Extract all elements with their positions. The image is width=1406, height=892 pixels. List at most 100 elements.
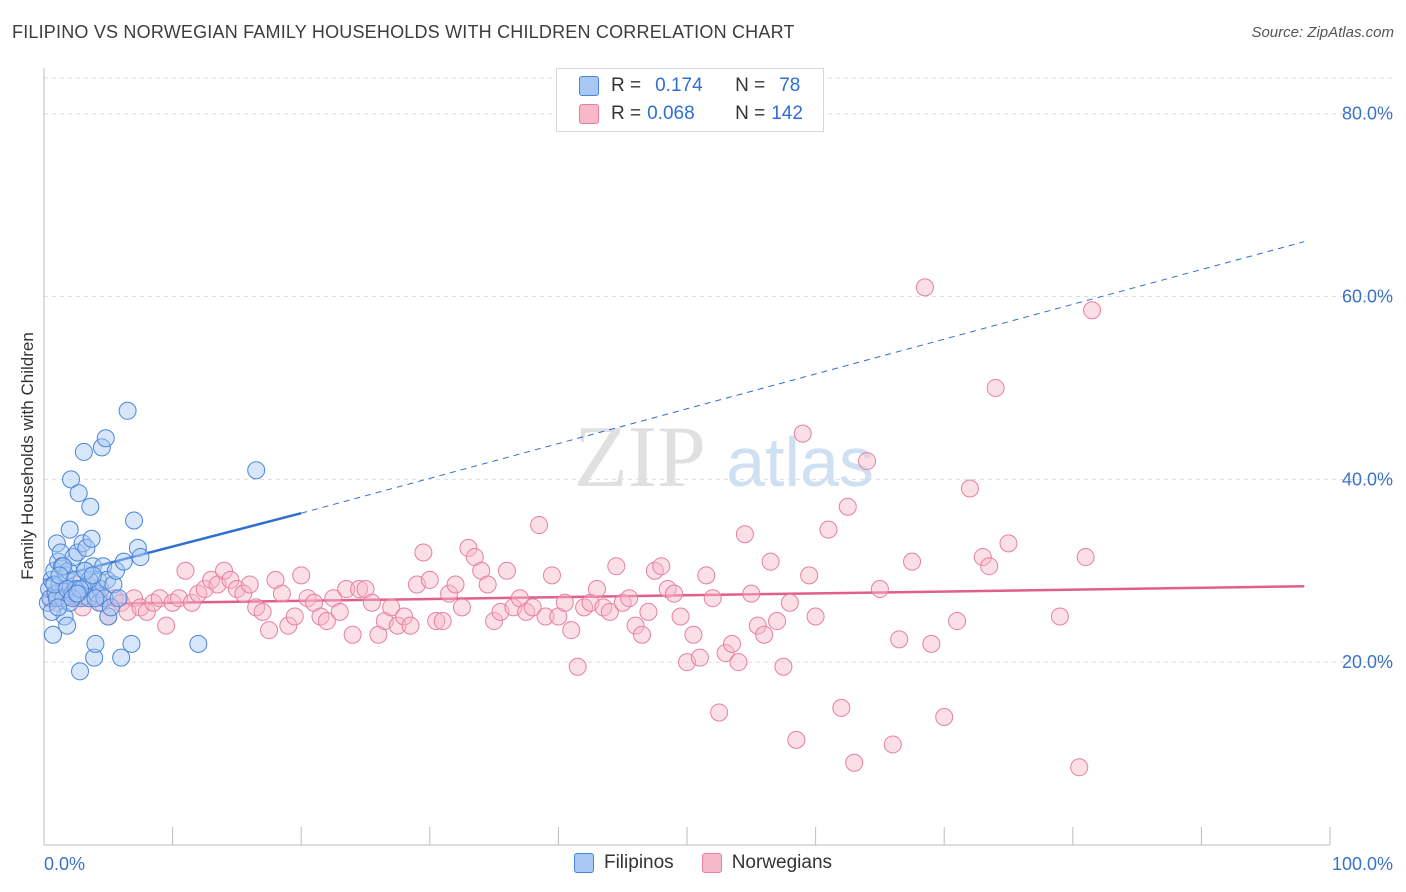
norwegians-point <box>999 534 1018 553</box>
r-label: R = <box>611 103 642 124</box>
norwegians-point <box>761 552 780 571</box>
n-value: 142 <box>771 103 803 124</box>
norwegians-point <box>562 621 581 640</box>
norwegians-points <box>41 278 1102 777</box>
norwegians-point <box>459 538 478 557</box>
filipinos-point <box>107 561 126 580</box>
norwegians-point <box>575 598 594 617</box>
series-legend: Filipinos Norwegians <box>0 852 1406 874</box>
norwegians-point <box>125 589 144 608</box>
norwegians-point <box>1083 301 1102 320</box>
filipinos-point <box>122 634 141 653</box>
norwegians-point <box>452 598 471 617</box>
norwegians-point <box>388 616 407 635</box>
filipinos-point <box>82 529 101 548</box>
norwegians-point <box>594 598 613 617</box>
norwegians-point <box>478 575 497 594</box>
norwegians-point <box>723 634 742 653</box>
r-value: 0.174 <box>655 75 703 96</box>
norwegians-point <box>697 566 716 585</box>
norwegians-point <box>536 607 555 626</box>
filipinos-point <box>54 557 73 576</box>
filipinos-point <box>74 442 93 461</box>
norwegians-point <box>221 570 240 589</box>
norwegians-point <box>620 589 639 608</box>
watermark-zip: ZIP <box>574 409 706 506</box>
norwegians-point <box>497 561 516 580</box>
norwegians-point <box>523 598 542 617</box>
norwegians-point <box>530 516 549 535</box>
norwegians-point <box>433 612 452 631</box>
norwegians-point <box>587 580 606 599</box>
filipinos-point <box>58 616 77 635</box>
norwegians-point <box>890 630 909 649</box>
norwegians-point <box>832 698 851 717</box>
n-value: 78 <box>779 75 801 96</box>
norwegians-point <box>285 607 304 626</box>
watermark-atlas: atlas <box>726 423 874 501</box>
legend-item-norwegians[interactable]: Norwegians <box>701 852 832 874</box>
filipinos-point <box>44 625 63 644</box>
legend-item-filipinos[interactable]: Filipinos <box>573 852 674 874</box>
norwegians-point <box>960 479 979 498</box>
norwegians-point <box>337 580 356 599</box>
norwegians-point <box>626 616 645 635</box>
y-tick-label: 20.0% <box>1342 652 1393 672</box>
norwegians-point <box>414 543 433 562</box>
norwegians-point <box>671 607 690 626</box>
filipinos-point <box>77 538 96 557</box>
filipinos-point <box>131 548 150 567</box>
norwegians-point <box>613 593 632 612</box>
filipinos-point <box>104 575 123 594</box>
norwegians-point <box>144 593 163 612</box>
norwegians-point <box>311 607 330 626</box>
norwegians-point <box>658 580 677 599</box>
norwegians-point <box>234 584 253 603</box>
x-tick-label: 0.0% <box>44 854 85 874</box>
filipinos-points <box>38 401 266 681</box>
norwegians-point <box>729 653 748 672</box>
filipinos-point <box>109 589 128 608</box>
filipinos-point <box>86 634 105 653</box>
stats-row-norwegians: R = 0.068 N = 142 <box>579 103 803 125</box>
norwegians-point <box>742 584 761 603</box>
norwegians-point <box>973 548 992 567</box>
filipinos-point <box>114 552 133 571</box>
filipinos-point <box>68 543 87 562</box>
filipinos-point <box>92 438 111 457</box>
norwegians-point <box>632 625 651 644</box>
norwegians-point <box>517 602 536 621</box>
norwegians-point <box>883 735 902 754</box>
norwegians-point <box>819 520 838 539</box>
norwegians-point <box>1050 607 1069 626</box>
norwegians-point <box>362 593 381 612</box>
filipinos-point <box>71 662 90 681</box>
norwegians-point <box>684 625 703 644</box>
norwegians-swatch <box>579 104 599 124</box>
norwegians-point <box>986 378 1005 397</box>
norwegians-point <box>157 616 176 635</box>
norwegians-point <box>735 525 754 544</box>
chart-title: FILIPINO VS NORWEGIAN FAMILY HOUSEHOLDS … <box>12 22 795 42</box>
norwegians-point <box>716 644 735 663</box>
source-label: Source: ZipAtlas.com <box>1251 24 1394 41</box>
norwegians-point <box>948 612 967 631</box>
norwegians-point <box>980 557 999 576</box>
norwegians-point <box>279 616 298 635</box>
norwegians-point <box>903 552 922 571</box>
filipinos-point <box>86 589 105 608</box>
norwegians-point <box>292 566 311 585</box>
norwegians-swatch <box>701 853 722 873</box>
norwegians-point <box>176 561 195 580</box>
stats-row-filipinos: R = 0.174 N = 78 <box>579 75 800 97</box>
norwegians-point <box>317 612 336 631</box>
y-tick-label: 60.0% <box>1342 287 1393 307</box>
norwegians-point <box>163 593 182 612</box>
n-label: N = <box>735 75 766 96</box>
norwegians-point <box>870 580 889 599</box>
norwegians-point <box>748 616 767 635</box>
r-label: R = <box>611 75 642 96</box>
norwegians-point <box>343 625 362 644</box>
norwegians-point <box>485 612 504 631</box>
legend-label: Filipinos <box>603 852 674 873</box>
